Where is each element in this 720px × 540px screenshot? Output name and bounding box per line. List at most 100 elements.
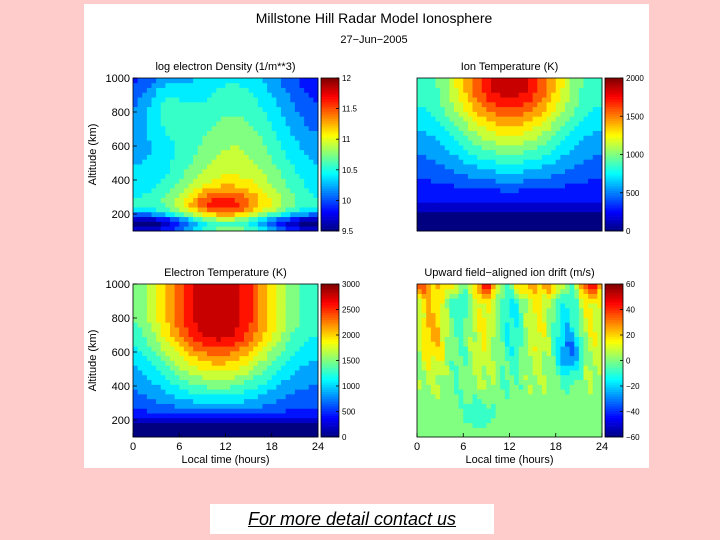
colorbar-segment (605, 211, 623, 215)
heatmap-cell (281, 207, 287, 213)
heatmap-cell (137, 97, 143, 103)
heatmap-cell (262, 422, 268, 428)
heatmap-cell (234, 149, 240, 155)
heatmap-cell (467, 432, 473, 438)
heatmap-cell (257, 417, 263, 424)
heatmap-cell (430, 336, 436, 342)
heatmap-cell (207, 427, 213, 433)
heatmap-cell (454, 144, 460, 151)
heatmap-cell (142, 168, 148, 175)
heatmap-cell (271, 187, 277, 194)
heatmap-cell (417, 360, 423, 366)
heatmap-cell (285, 111, 291, 117)
heatmap-cell (230, 336, 236, 342)
heatmap-cell (541, 164, 547, 170)
heatmap-cell (290, 101, 296, 108)
heatmap-cell (281, 403, 287, 409)
heatmap-cell (421, 379, 427, 385)
heatmap-cell (477, 154, 483, 160)
heatmap-cell (528, 92, 534, 98)
heatmap-cell (211, 183, 217, 189)
heatmap-cell (597, 183, 603, 189)
heatmap-cell (541, 92, 547, 98)
heatmap-cell (528, 408, 534, 414)
heatmap-cell (193, 322, 199, 328)
heatmap-cell (220, 183, 226, 189)
heatmap-cell (417, 149, 423, 155)
heatmap-cell (421, 427, 427, 433)
heatmap-cell (257, 106, 263, 112)
colorbar-segment (321, 310, 339, 313)
heatmap-cell (555, 97, 561, 103)
heatmap-cell (151, 393, 157, 400)
heatmap-cell (170, 370, 176, 376)
heatmap-cell (142, 197, 148, 203)
heatmap-cell (262, 164, 268, 170)
heatmap-cell (597, 135, 603, 141)
heatmap-cell (458, 221, 464, 227)
heatmap-cell (546, 111, 552, 117)
heatmap-cell (285, 82, 291, 88)
heatmap-cell (253, 355, 259, 361)
heatmap-cell (262, 173, 268, 179)
heatmap-cell (160, 360, 166, 366)
heatmap-cell (257, 78, 263, 84)
heatmap-cell (532, 370, 538, 376)
heatmap-cell (294, 87, 300, 93)
heatmap-cell (504, 413, 510, 419)
heatmap-cell (276, 417, 282, 424)
heatmap-cell (165, 226, 171, 232)
heatmap-cell (313, 149, 319, 155)
heatmap-cell (285, 360, 291, 366)
heatmap-cell (234, 168, 240, 175)
heatmap-cell (430, 417, 436, 424)
heatmap-cell (165, 284, 171, 290)
heatmap-cell (202, 216, 208, 222)
heatmap-cell (435, 111, 441, 117)
heatmap-cell (220, 389, 226, 395)
heatmap-cell (477, 82, 483, 88)
heatmap-cell (276, 121, 282, 127)
heatmap-cell (179, 284, 185, 290)
heatmap-cell (220, 149, 226, 155)
heatmap-cell (188, 327, 194, 333)
heatmap-cell (500, 164, 506, 170)
heatmap-cell (285, 211, 291, 218)
heatmap-cell (299, 432, 305, 438)
heatmap-cell (440, 130, 446, 136)
heatmap-cell (188, 360, 194, 366)
heatmap-cell (304, 327, 310, 333)
heatmap-cell (156, 322, 162, 328)
heatmap-cell (435, 192, 441, 198)
heatmap-cell (165, 192, 171, 198)
heatmap-cell (225, 389, 231, 395)
heatmap-cell (239, 221, 245, 227)
heatmap-cell (435, 408, 441, 414)
heatmap-cell (133, 226, 139, 232)
heatmap-cell (183, 101, 189, 108)
heatmap-cell (477, 341, 483, 347)
heatmap-cell (230, 149, 236, 155)
heatmap-cell (156, 374, 162, 381)
heatmap-cell (202, 384, 208, 390)
heatmap-cell (253, 379, 259, 385)
heatmap-cell (449, 82, 455, 88)
heatmap-cell (532, 173, 538, 179)
heatmap-cell (262, 211, 268, 218)
heatmap-cell (133, 398, 139, 404)
heatmap-cell (165, 164, 171, 170)
heatmap-cell (308, 346, 314, 352)
heatmap-cell (133, 207, 139, 213)
figure-title: Millstone Hill Radar Model Ionosphere (256, 10, 493, 26)
heatmap-cell (592, 116, 598, 122)
heatmap-cell (463, 164, 469, 170)
heatmap-cell (211, 197, 217, 203)
heatmap-cell (509, 307, 515, 314)
heatmap-cell (188, 221, 194, 227)
heatmap-cell (193, 303, 199, 309)
heatmap-cell (239, 106, 245, 112)
heatmap-cell (165, 417, 171, 424)
heatmap-cell (230, 413, 236, 419)
heatmap-cell (304, 221, 310, 227)
colorbar-segment (605, 144, 623, 148)
